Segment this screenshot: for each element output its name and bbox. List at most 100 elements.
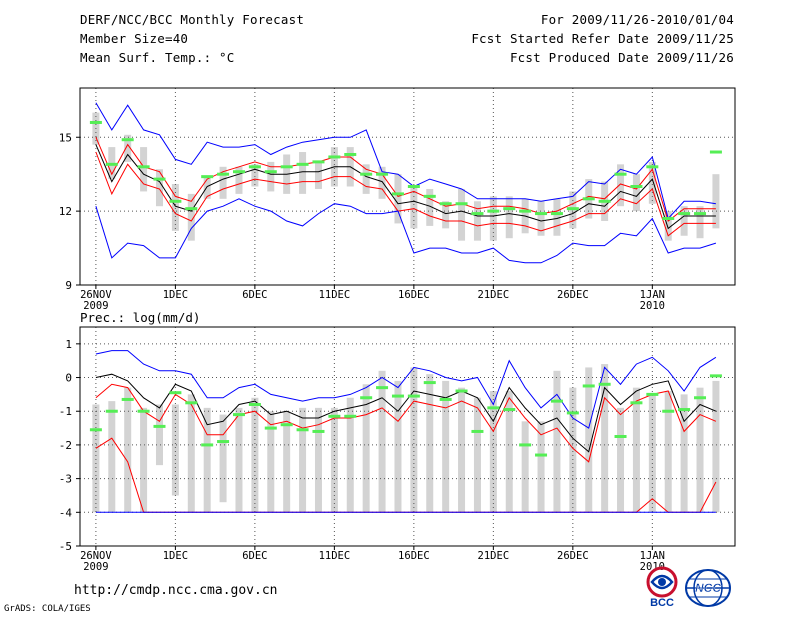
ensemble-box <box>140 407 148 513</box>
observed-marker <box>614 435 627 438</box>
ensemble-box <box>299 407 307 513</box>
observed-marker <box>614 172 627 176</box>
ensemble-box <box>489 196 497 241</box>
observed-marker <box>582 384 595 388</box>
ncc-logo-icon: NCC <box>685 569 731 607</box>
ensemble-box <box>314 161 322 189</box>
observed-marker <box>582 197 595 201</box>
observed-marker <box>312 160 325 164</box>
observed-marker <box>360 396 373 400</box>
ensemble-box <box>299 152 307 194</box>
y-tick-label: 12 <box>59 205 72 218</box>
ensemble-box <box>632 174 640 212</box>
observed-marker <box>503 408 516 412</box>
observed-marker <box>455 202 468 206</box>
grads-credit: GrADS: COLA/IGES <box>4 604 91 614</box>
observed-marker <box>105 162 118 166</box>
source-url[interactable]: http://cmdp.ncc.cma.gov.cn <box>74 583 278 598</box>
observed-marker <box>185 207 198 211</box>
ncc-logo-text: NCC <box>695 581 721 595</box>
ensemble-box <box>378 166 386 199</box>
x-tick-year-label: 2010 <box>640 561 665 573</box>
series-line <box>95 137 716 222</box>
ensemble-box <box>410 186 418 229</box>
observed-marker <box>535 212 548 216</box>
series-line <box>95 102 716 220</box>
observed-marker <box>694 212 707 216</box>
observed-marker <box>185 401 198 405</box>
observed-marker <box>328 155 341 159</box>
observed-marker <box>455 389 468 393</box>
variable-label: Mean Surf. Temp.: °C <box>80 50 235 65</box>
ensemble-box <box>553 198 561 236</box>
observed-marker <box>89 120 102 124</box>
ensemble-box <box>585 367 593 513</box>
x-tick-label: 1DEC <box>163 550 188 562</box>
x-tick-label: 6DEC <box>242 289 267 301</box>
x-tick-label: 26DEC <box>557 289 589 301</box>
observed-marker <box>344 152 357 156</box>
observed-marker <box>201 175 214 179</box>
x-tick-year-label: 2010 <box>640 300 665 312</box>
x-tick-label: 26NOV <box>80 550 112 562</box>
x-tick-label: 16DEC <box>398 289 430 301</box>
observed-marker <box>519 209 532 213</box>
ensemble-box <box>203 176 211 199</box>
ensemble-box <box>124 387 132 513</box>
observed-marker <box>121 397 134 401</box>
ensemble-box <box>346 397 354 513</box>
series-line <box>95 144 716 230</box>
ensemble-box <box>553 370 561 513</box>
bcc-logo-icon: BCC <box>646 566 678 608</box>
ensemble-box <box>569 387 577 513</box>
ensemble-box <box>648 161 656 204</box>
observed-marker <box>646 392 659 396</box>
series-line <box>95 383 717 463</box>
refer-date: Fcst Started Refer Date 2009/11/25 <box>471 31 734 46</box>
ensemble-box <box>505 196 513 239</box>
y-tick-label: 0 <box>65 372 72 385</box>
y-tick-label: 9 <box>65 279 72 292</box>
observed-marker <box>678 408 691 412</box>
ensemble-box <box>664 211 672 241</box>
plot-frame <box>79 87 736 286</box>
plot-frame <box>79 326 736 547</box>
observed-marker <box>296 162 309 166</box>
ensemble-box <box>219 166 227 199</box>
observed-marker <box>89 428 102 432</box>
ensemble-box <box>680 394 688 513</box>
observed-marker <box>248 165 261 169</box>
ensemble-box <box>251 164 259 187</box>
observed-marker <box>646 165 659 169</box>
ensemble-box <box>171 404 179 496</box>
observed-marker <box>566 207 579 211</box>
observed-marker <box>598 382 611 386</box>
observed-marker <box>232 170 245 174</box>
observed-marker <box>535 453 548 457</box>
observed-marker <box>344 414 357 418</box>
x-tick-label: 1JAN <box>640 550 665 562</box>
member-size-label: Member Size=40 <box>80 31 189 46</box>
observed-marker <box>709 374 722 378</box>
observed-marker <box>264 170 277 174</box>
observed-marker <box>678 212 691 216</box>
ensemble-box <box>426 188 434 226</box>
ensemble-box <box>155 169 163 207</box>
observed-marker <box>328 414 341 418</box>
forecast-period: For 2009/11/26-2010/01/04 <box>540 12 734 27</box>
x-tick-year-label: 2009 <box>83 300 108 312</box>
observed-marker <box>248 402 261 406</box>
produced-date: Fcst Produced Date 2009/11/26 <box>509 50 734 65</box>
ensemble-box <box>219 414 227 503</box>
x-tick-label: 21DEC <box>478 550 510 562</box>
observed-marker <box>519 443 532 447</box>
x-tick-label: 1DEC <box>163 289 188 301</box>
ensemble-box <box>458 387 466 513</box>
observed-marker <box>423 194 436 198</box>
observed-marker <box>407 185 420 188</box>
observed-marker <box>662 409 675 413</box>
observed-marker <box>598 199 611 203</box>
ensemble-box <box>537 201 545 236</box>
